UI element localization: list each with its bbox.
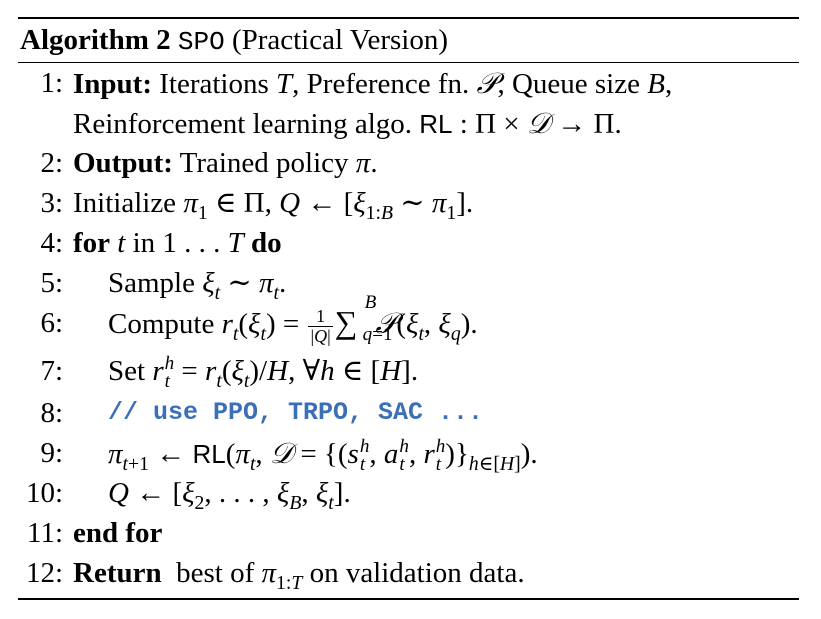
caption-name: SPO — [177, 27, 225, 57]
algorithm-line-10: 10: Q ← [ξ2, . . . , ξB, ξt]. — [0, 473, 821, 513]
line-content: Reinforcement learning algo. RL : Π × 𝒟 … — [73, 106, 622, 140]
input-keyword: Input: — [73, 68, 152, 100]
line-content: Q ← [ξ2, . . . , ξB, ξt]. — [108, 477, 351, 514]
line-number: 9: — [40, 437, 63, 469]
line-number: 11: — [27, 517, 63, 549]
line-content: Return best of π1:T on validation data. — [73, 557, 525, 594]
comment-text: // use PPO, TRPO, SAC ... — [108, 398, 484, 427]
line-number: 3: — [40, 187, 63, 219]
line-number: 7: — [40, 355, 63, 387]
fraction: 1 |Q| — [308, 305, 333, 346]
top-rule — [18, 17, 799, 19]
algorithm-line-1-cont: Reinforcement learning algo. RL : Π × 𝒟 … — [0, 103, 821, 143]
caption-rule — [18, 62, 799, 63]
line-content: Input: Iterations T, Preference fn. 𝒫, Q… — [73, 66, 673, 100]
line-number: 1: — [40, 67, 63, 99]
caption-rest: (Practical Version) — [231, 24, 449, 56]
return-keyword: Return — [73, 557, 162, 589]
line-content: Output: Trained policy π. — [73, 147, 378, 179]
line-number: 2: — [40, 147, 63, 179]
line-number: 5: — [40, 267, 63, 299]
algorithm-line-1: 1: Input: Iterations T, Preference fn. 𝒫… — [0, 63, 821, 103]
line-number: 4: — [40, 227, 63, 259]
algorithm-line-4: 4: for t in 1 . . . T do — [0, 223, 821, 263]
do-keyword: do — [251, 227, 282, 259]
algorithm-line-12: 12: Return best of π1:T on validation da… — [0, 553, 821, 593]
line-number: 6: — [40, 307, 63, 339]
line-number: 12: — [25, 557, 63, 589]
caption-label: Algorithm 2 — [20, 24, 171, 56]
line-content: Initialize π1 ∈ Π, Q ← [ξ1:B ∼ π1]. — [73, 187, 474, 224]
for-keyword: for — [73, 227, 111, 259]
end-for-keyword: end for — [73, 517, 163, 549]
line-number: 8: — [40, 397, 63, 429]
output-keyword: Output: — [73, 147, 173, 179]
algorithm-caption: Algorithm 2 SPO (Practical Version) — [20, 20, 448, 60]
algorithm-line-5: 5: Sample ξt ∼ πt. — [0, 263, 821, 303]
algorithm-line-3: 3: Initialize π1 ∈ Π, Q ← [ξ1:B ∼ π1]. — [0, 183, 821, 223]
algorithm-line-8: 8: // use PPO, TRPO, SAC ... — [0, 393, 821, 433]
line-number: 10: — [25, 477, 63, 509]
algorithm-line-11: 11: end for — [0, 513, 821, 553]
algorithm-line-2: 2: Output: Trained policy π. — [0, 143, 821, 183]
line-content: end for — [73, 513, 162, 553]
bottom-rule — [18, 598, 799, 600]
line-content: Sample ξt ∼ πt. — [108, 267, 287, 304]
line-content: for t in 1 . . . T do — [73, 227, 282, 259]
